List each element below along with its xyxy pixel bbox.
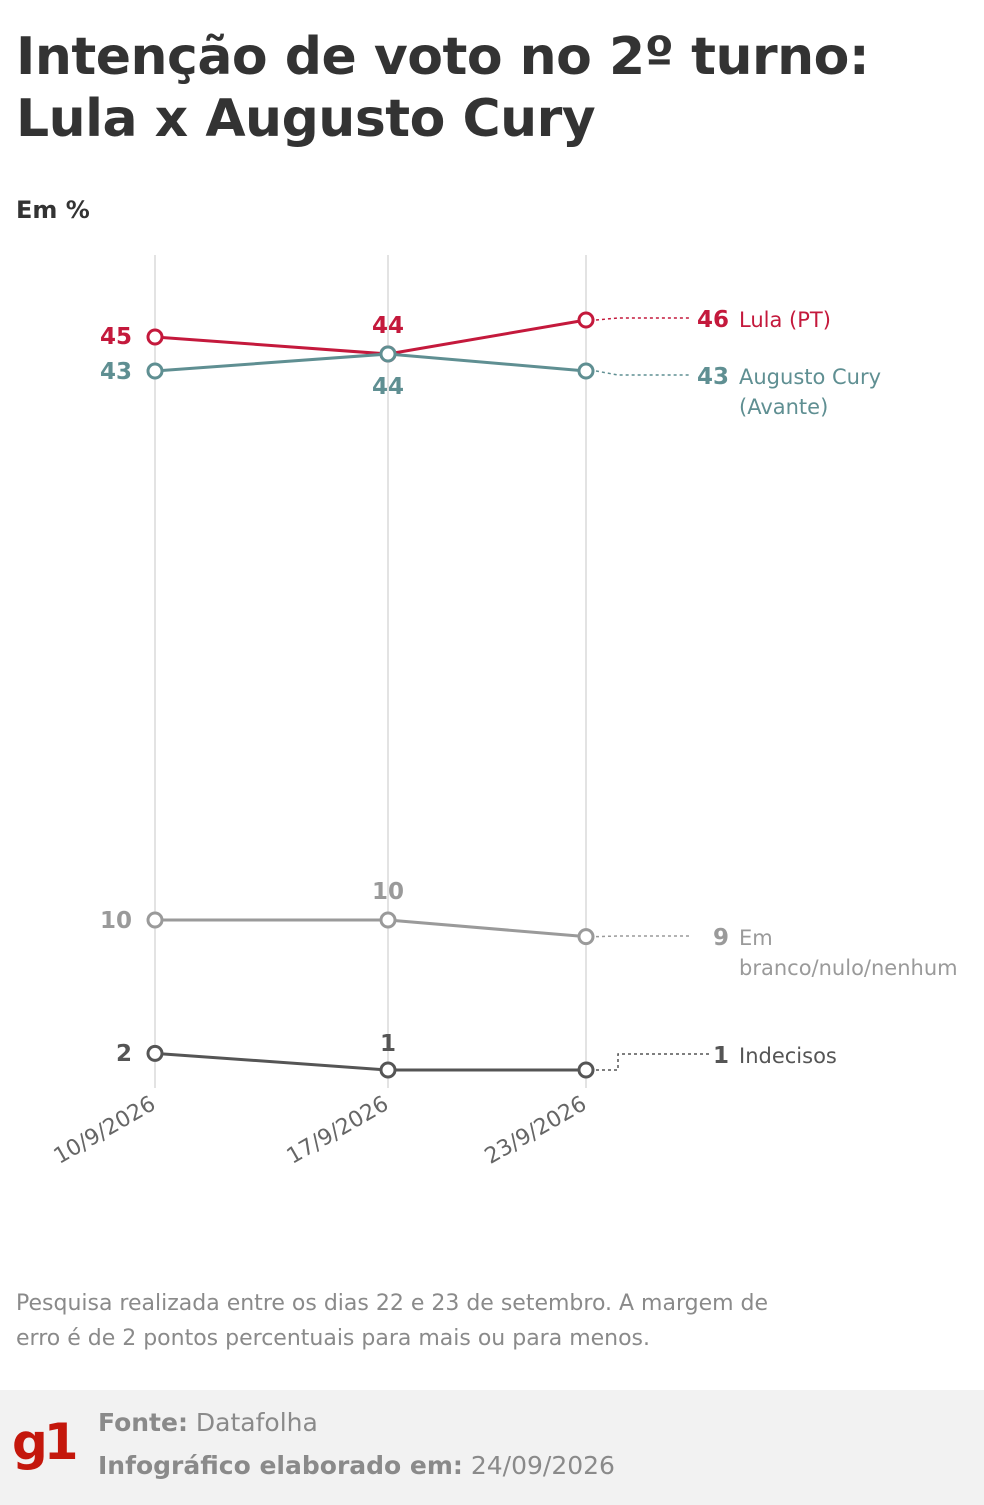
data-label-indecisos-2: 1 (380, 1031, 396, 1057)
unit-label: Em % (16, 196, 90, 224)
series-name-branco-line2: branco/nulo/nenhum (739, 956, 958, 980)
point-branco-2 (379, 911, 397, 929)
point-indecisos-2 (379, 1061, 397, 1079)
footer (0, 1390, 984, 1505)
series-name-indecisos: Indecisos (739, 1044, 837, 1068)
data-label-lula-1: 45 (100, 324, 132, 350)
point-lula-1 (146, 328, 164, 346)
series-line-branco (155, 918, 587, 939)
methodology-note: Pesquisa realizada entre os dias 22 e 23… (16, 1291, 769, 1351)
series-name-cury: Augusto Cury (739, 365, 881, 389)
data-label-branco-2: 10 (372, 879, 404, 905)
series-line-lula (154, 318, 587, 356)
source-label: Fonte: (98, 1408, 188, 1437)
series-name-branco: Em (739, 926, 773, 950)
chart-title: Intenção de voto no 2º turno: Lula x Aug… (16, 27, 870, 149)
x-tick-label-2: 17/9/2026 (283, 1092, 393, 1170)
source-value: Datafolha (195, 1408, 318, 1437)
g1-logo: g1 (12, 1413, 79, 1471)
series-name-lula: Lula (PT) (739, 308, 831, 332)
leader-indecisos (596, 1053, 710, 1071)
data-label-branco-1: 10 (100, 908, 132, 934)
date-value: 24/09/2026 (470, 1451, 615, 1480)
end-value-indecisos: 1 (713, 1043, 729, 1069)
point-lula-3 (577, 311, 595, 329)
series-line-cury (154, 352, 587, 373)
x-tick-label-3: 23/9/2026 (481, 1092, 591, 1170)
point-branco-1 (146, 911, 164, 929)
point-branco-3 (577, 928, 595, 946)
data-label-cury-1: 43 (100, 359, 132, 385)
point-indecisos-3 (577, 1061, 595, 1079)
end-value-lula: 46 (697, 307, 729, 333)
series-name-cury-line2: (Avante) (739, 395, 828, 419)
point-cury-3 (577, 362, 595, 380)
point-indecisos-1 (146, 1044, 164, 1062)
end-value-cury: 43 (697, 364, 729, 390)
series-line-indecisos (154, 1051, 586, 1072)
x-tick-label-1: 10/9/2026 (50, 1092, 160, 1170)
leader-cury (595, 370, 690, 376)
date-line: Infográfico elaborado em: 24/09/2026 (98, 1451, 615, 1480)
leader-lula (595, 317, 690, 321)
source-line: Fonte: Datafolha (98, 1408, 318, 1437)
leader-branco (595, 935, 690, 938)
line-chart: 45 44 46 Lula (PT) 43 44 43 Augusto Cury (Avante… (50, 255, 958, 1170)
point-cury-1 (146, 362, 164, 380)
end-value-branco: 9 (713, 925, 729, 951)
point-cury-2 (379, 345, 397, 363)
data-label-indecisos-1: 2 (116, 1041, 132, 1067)
date-label: Infográfico elaborado em: (98, 1451, 463, 1480)
data-label-cury-2: 44 (372, 374, 404, 400)
data-label-lula-2: 44 (372, 313, 404, 339)
